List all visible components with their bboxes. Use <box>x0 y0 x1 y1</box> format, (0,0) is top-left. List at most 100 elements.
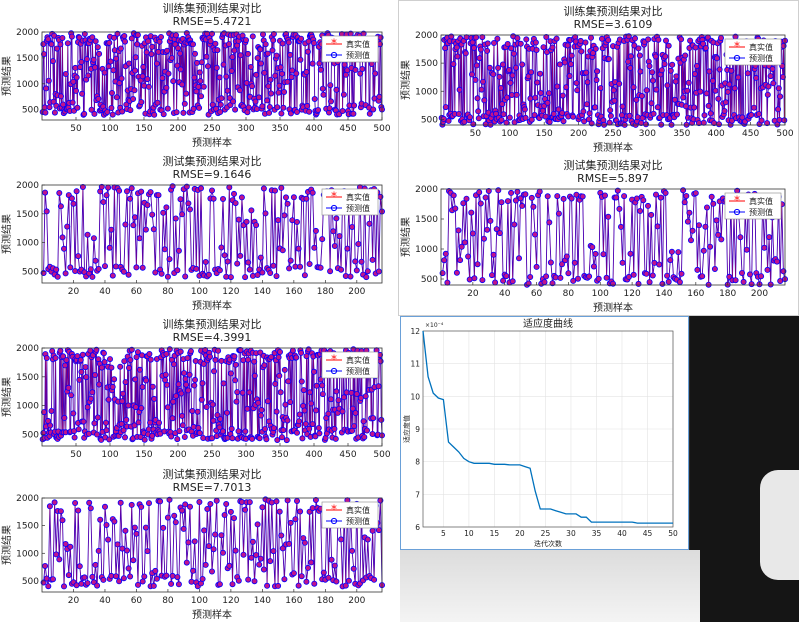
data-point <box>172 519 179 526</box>
data-point <box>728 67 735 74</box>
data-point <box>560 195 567 202</box>
data-point <box>490 251 497 258</box>
y-tick-label: 1500 <box>415 215 438 225</box>
data-point <box>640 197 647 204</box>
chart-title: 训练集预测结果对比 <box>163 1 262 15</box>
data-point <box>195 83 202 90</box>
data-point <box>122 221 129 228</box>
data-point <box>245 576 252 583</box>
data-point <box>139 578 146 585</box>
data-point <box>512 197 519 204</box>
data-point <box>306 389 313 396</box>
y-axis-label: 预测结果 <box>399 217 412 257</box>
data-point <box>98 183 105 190</box>
data-point <box>301 539 308 546</box>
data-point <box>304 564 311 571</box>
data-point <box>777 93 784 100</box>
data-point <box>711 266 718 273</box>
data-point <box>245 259 252 266</box>
data-point <box>441 257 448 264</box>
data-point <box>519 202 526 209</box>
data-point <box>701 112 708 119</box>
data-point <box>271 187 278 194</box>
data-point <box>619 103 626 110</box>
legend-true-marker: * <box>734 194 740 207</box>
data-point <box>249 83 256 90</box>
data-point <box>605 56 612 63</box>
data-point <box>190 423 197 430</box>
data-point <box>530 203 537 210</box>
x-tick-label: 200 <box>348 287 365 297</box>
data-point <box>186 371 193 378</box>
background-gradient <box>400 550 700 622</box>
data-point <box>164 514 171 521</box>
data-point <box>243 218 250 225</box>
data-point <box>454 53 461 60</box>
data-point <box>171 512 178 519</box>
data-point <box>246 389 253 396</box>
data-point <box>125 402 132 409</box>
x-tick-label: 100 <box>592 289 609 299</box>
data-point <box>57 508 64 515</box>
legend-box <box>321 35 379 63</box>
fitness-line <box>422 330 673 524</box>
data-point <box>363 274 370 281</box>
x-tick-label: 20 <box>68 596 80 606</box>
data-point <box>163 351 170 358</box>
data-point <box>244 50 251 57</box>
data-point <box>181 100 188 107</box>
data-point <box>102 263 109 270</box>
data-point <box>559 92 566 99</box>
data-point <box>692 190 699 197</box>
data-point <box>665 278 672 285</box>
data-point <box>238 194 245 201</box>
data-point <box>543 273 550 280</box>
data-point <box>649 69 656 76</box>
data-point <box>74 104 81 111</box>
data-point <box>169 183 176 190</box>
data-point <box>587 34 594 41</box>
data-point <box>224 258 231 265</box>
data-point <box>61 583 68 590</box>
data-point <box>497 85 504 92</box>
data-point <box>780 42 787 49</box>
data-point <box>298 349 305 356</box>
data-point <box>151 111 158 118</box>
data-point <box>246 266 253 273</box>
data-point <box>113 55 120 62</box>
chart-rmse: RMSE=7.7013 <box>173 481 252 494</box>
data-point <box>177 66 184 73</box>
y-axis-label: 预测结果 <box>0 377 13 417</box>
data-point <box>79 90 86 97</box>
data-point <box>311 580 318 587</box>
data-point <box>73 74 80 81</box>
x-tick-label: 100 <box>191 596 208 606</box>
data-point <box>108 364 115 371</box>
data-point <box>133 264 140 271</box>
data-point <box>111 34 118 41</box>
data-point <box>343 389 350 396</box>
data-point <box>482 194 489 201</box>
chart-rmse: RMSE=5.4721 <box>173 15 252 28</box>
data-point <box>605 37 612 44</box>
data-point <box>631 42 638 49</box>
data-point <box>442 45 449 52</box>
data-point <box>684 87 691 94</box>
data-point <box>590 263 597 270</box>
data-point <box>678 36 685 43</box>
data-point <box>97 516 104 523</box>
data-point <box>168 55 175 62</box>
data-point <box>273 273 280 280</box>
data-point <box>352 410 359 417</box>
fitness-y-tick-label: 11 <box>410 360 420 369</box>
data-point <box>566 73 573 80</box>
data-point <box>550 110 557 117</box>
data-point <box>292 516 299 523</box>
chart-title: 训练集预测结果对比 <box>163 317 262 331</box>
data-point <box>73 87 80 94</box>
data-point <box>266 109 273 116</box>
y-axis-label: 预测结果 <box>399 60 412 100</box>
data-point <box>163 204 170 211</box>
data-point <box>197 78 204 85</box>
